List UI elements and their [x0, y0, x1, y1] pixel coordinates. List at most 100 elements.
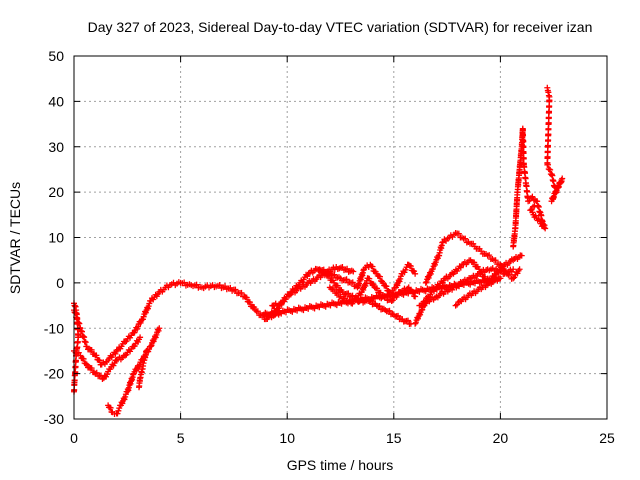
- series-short-bar: [136, 347, 150, 391]
- data-point: [252, 307, 259, 314]
- data-point: [82, 360, 89, 367]
- data-point: [334, 290, 341, 297]
- data-point: [143, 347, 150, 354]
- data-point: [349, 292, 356, 299]
- data-point: [405, 284, 412, 291]
- data-point: [147, 343, 154, 350]
- data-point: [455, 230, 462, 237]
- y-axis-label: SDTVAR / TECUs: [7, 182, 23, 294]
- data-point: [542, 225, 549, 232]
- data-point: [376, 302, 383, 309]
- data-point: [349, 279, 356, 286]
- data-point: [122, 338, 129, 345]
- series-scatter-points: [260, 263, 504, 320]
- data-point: [330, 286, 337, 293]
- data-point: [243, 294, 250, 301]
- data-point: [112, 350, 119, 357]
- data-point: [137, 334, 144, 341]
- data-point: [93, 369, 100, 376]
- data-point: [107, 404, 114, 411]
- y-tick-label: 20: [48, 184, 64, 200]
- data-point: [83, 343, 90, 350]
- data-point: [156, 325, 163, 332]
- data-point: [343, 276, 350, 283]
- data-point: [88, 365, 95, 372]
- data-point: [462, 235, 469, 242]
- x-tick-label: 25: [599, 430, 615, 446]
- data-point: [369, 263, 376, 270]
- data-point: [518, 252, 525, 259]
- data-point: [457, 264, 464, 271]
- data-point: [88, 346, 95, 353]
- data-point: [277, 300, 284, 307]
- data-point: [550, 193, 557, 200]
- data-point: [554, 185, 561, 192]
- data-point: [498, 267, 505, 274]
- series-mid-band-a: [316, 261, 419, 296]
- data-point: [181, 279, 188, 286]
- data-point: [344, 265, 351, 272]
- data-point: [370, 281, 377, 288]
- y-tick-label: 30: [48, 139, 64, 155]
- data-point: [486, 252, 493, 259]
- data-point: [350, 268, 357, 275]
- y-tick-label: -10: [44, 320, 64, 336]
- data-point: [559, 175, 566, 182]
- data-point: [510, 275, 517, 282]
- grid: [74, 56, 607, 419]
- data-point: [471, 259, 478, 266]
- data-point: [227, 284, 234, 291]
- data-point: [529, 193, 536, 200]
- x-tick-label: 15: [386, 430, 402, 446]
- y-tick-label: -20: [44, 366, 64, 382]
- data-point: [115, 407, 122, 414]
- data-point: [388, 298, 395, 305]
- y-tick-label: 40: [48, 93, 64, 109]
- data-point: [114, 410, 121, 417]
- series-afternoon-b: [422, 229, 523, 286]
- x-tick-label: 5: [177, 430, 185, 446]
- data-points: [71, 84, 566, 417]
- x-axis-label: GPS time / hours: [287, 457, 394, 473]
- data-point: [222, 283, 229, 290]
- data-point: [499, 263, 506, 270]
- data-point: [83, 361, 90, 368]
- data-point: [345, 290, 352, 297]
- data-point: [122, 352, 129, 359]
- y-tick-label: 50: [48, 48, 64, 64]
- data-point: [80, 355, 87, 362]
- data-point: [556, 179, 563, 186]
- data-point: [422, 279, 429, 286]
- y-tick-label: -30: [44, 411, 64, 427]
- data-point: [254, 308, 261, 315]
- data-point: [96, 357, 103, 364]
- x-tick-label: 20: [493, 430, 509, 446]
- data-point: [374, 285, 381, 292]
- data-point: [547, 166, 554, 173]
- data-point: [516, 266, 523, 273]
- data-point: [232, 286, 239, 293]
- x-tick-label: 0: [70, 430, 78, 446]
- data-point: [334, 282, 341, 289]
- series-late-high: [544, 84, 566, 205]
- axis-ticks: -30 -20 -10 0 10 20 30 40 50 0 5 10 15 20 25: [44, 48, 615, 446]
- data-point: [238, 289, 245, 296]
- data-point: [412, 270, 419, 277]
- data-point: [376, 273, 383, 280]
- y-tick-label: 0: [56, 275, 64, 291]
- data-point: [412, 320, 419, 327]
- data-point: [331, 271, 338, 278]
- data-point: [251, 304, 258, 311]
- data-point: [492, 257, 499, 264]
- chart-title: Day 327 of 2023, Sidereal Day-to-day VTE…: [88, 19, 593, 35]
- data-point: [246, 299, 253, 306]
- data-point: [531, 202, 538, 209]
- y-tick-label: 10: [48, 230, 64, 246]
- data-point: [510, 266, 517, 273]
- data-point: [339, 264, 346, 271]
- data-point: [383, 283, 390, 290]
- data-point: [366, 275, 373, 282]
- data-point: [113, 347, 120, 354]
